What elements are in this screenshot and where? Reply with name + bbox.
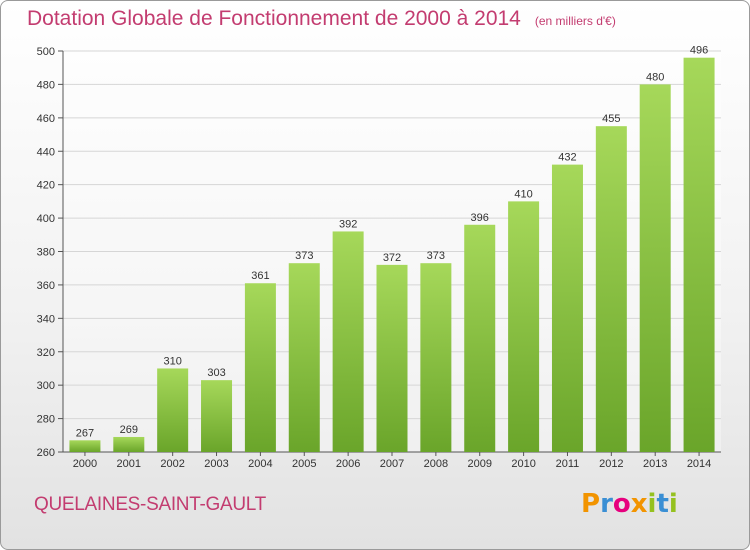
x-tick-label: 2007 bbox=[380, 458, 404, 470]
unit-note: (en milliers d'€) bbox=[534, 14, 616, 28]
x-tick-label: 2013 bbox=[643, 458, 667, 470]
x-tick-label: 2002 bbox=[160, 458, 184, 470]
bar bbox=[683, 57, 715, 452]
data-label: 392 bbox=[339, 218, 357, 230]
data-label: 361 bbox=[251, 270, 269, 282]
y-tick-label: 260 bbox=[37, 447, 55, 459]
data-label: 373 bbox=[427, 250, 445, 262]
x-tick-label: 2000 bbox=[73, 458, 97, 470]
bar bbox=[288, 263, 320, 452]
logo-letter: r bbox=[600, 489, 613, 519]
y-tick-label: 320 bbox=[37, 347, 55, 359]
bar bbox=[332, 231, 364, 452]
data-label: 267 bbox=[76, 427, 94, 439]
title-text: Dotation Globale de Fonctionnement de 20… bbox=[27, 7, 521, 30]
logo-letter: P bbox=[581, 489, 601, 519]
logo-letter: o bbox=[612, 489, 631, 519]
y-tick-label: 440 bbox=[37, 146, 55, 158]
commune-name: QUELAINES-SAINT-GAULT bbox=[34, 494, 266, 515]
bar bbox=[244, 283, 276, 452]
logo-letter: i bbox=[647, 489, 657, 519]
x-tick-label: 2011 bbox=[556, 458, 580, 470]
data-label: 269 bbox=[120, 424, 138, 436]
x-tick-label: 2003 bbox=[204, 458, 228, 470]
x-tick-label: 2014 bbox=[687, 458, 711, 470]
y-tick-label: 280 bbox=[37, 414, 55, 426]
data-label: 496 bbox=[690, 45, 708, 57]
chart-title: Dotation Globale de Fonctionnement de 20… bbox=[27, 7, 616, 31]
x-tick-label: 2005 bbox=[292, 458, 316, 470]
data-label: 303 bbox=[207, 367, 225, 379]
proxiti-logo: Proxiti bbox=[581, 489, 678, 519]
bar bbox=[639, 84, 671, 453]
logo-letter: i bbox=[668, 489, 678, 519]
bar bbox=[595, 126, 627, 452]
y-tick-label: 500 bbox=[37, 46, 55, 58]
y-tick-label: 400 bbox=[37, 213, 55, 225]
data-label: 310 bbox=[163, 355, 181, 367]
logo-letter: x bbox=[630, 489, 648, 519]
x-tick-label: 2001 bbox=[117, 458, 141, 470]
y-tick-label: 340 bbox=[37, 313, 55, 325]
y-tick-label: 300 bbox=[37, 380, 55, 392]
logo-letter: t bbox=[656, 489, 669, 519]
data-label: 480 bbox=[646, 71, 664, 83]
bar bbox=[551, 164, 583, 452]
data-label: 396 bbox=[471, 212, 489, 224]
bar bbox=[376, 264, 408, 452]
data-label: 373 bbox=[295, 250, 313, 262]
data-label: 432 bbox=[558, 152, 576, 164]
bar bbox=[113, 436, 145, 452]
y-tick-label: 480 bbox=[37, 79, 55, 91]
y-tick-label: 380 bbox=[37, 247, 55, 259]
x-tick-label: 2010 bbox=[511, 458, 535, 470]
y-tick-label: 360 bbox=[37, 280, 55, 292]
x-tick-label: 2012 bbox=[599, 458, 623, 470]
x-tick-label: 2008 bbox=[424, 458, 448, 470]
bar bbox=[420, 263, 452, 452]
x-tick-label: 2009 bbox=[467, 458, 491, 470]
x-tick-label: 2004 bbox=[248, 458, 272, 470]
bar bbox=[157, 368, 189, 452]
x-tick-label: 2006 bbox=[336, 458, 360, 470]
data-label: 455 bbox=[602, 113, 620, 125]
data-label: 410 bbox=[514, 188, 532, 200]
bar bbox=[69, 440, 101, 452]
bar bbox=[508, 201, 540, 452]
bar bbox=[201, 380, 233, 452]
y-tick-label: 420 bbox=[37, 180, 55, 192]
data-label: 372 bbox=[383, 252, 401, 264]
bar bbox=[464, 224, 496, 452]
y-tick-label: 460 bbox=[37, 113, 55, 125]
